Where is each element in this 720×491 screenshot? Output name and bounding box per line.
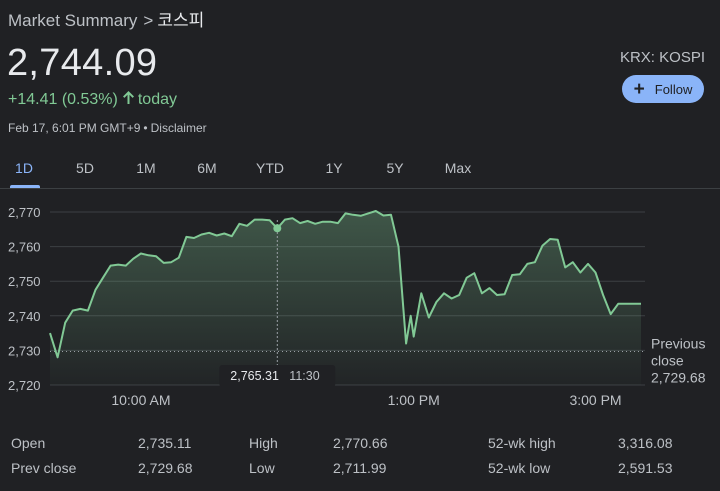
previous-close-value: 2,729.68	[651, 370, 706, 386]
stat-low-label: Low	[249, 460, 275, 476]
stat-prev-close-value: 2,729.68	[138, 460, 193, 476]
y-tick-label: 2,720	[8, 378, 41, 393]
breadcrumb-current: 코스피	[157, 11, 205, 31]
x-tick-label: 10:00 AM	[111, 392, 170, 408]
plus-icon: +	[633, 78, 645, 100]
stat-52wk-low-value: 2,591.53	[618, 460, 673, 476]
quote-timestamp: Feb 17, 6:01 PM GMT+9	[8, 121, 141, 135]
tab-5y[interactable]: 5Y	[386, 160, 404, 176]
tab-1y[interactable]: 1Y	[325, 160, 343, 176]
tab-ytd[interactable]: YTD	[256, 160, 284, 176]
price-change-value: +14.41 (0.53%)	[8, 91, 118, 108]
x-tick-label: 3:00 PM	[569, 392, 621, 408]
follow-label: Follow	[654, 81, 693, 97]
price-change: +14.41 (0.53%) today	[8, 91, 177, 109]
tab-1m[interactable]: 1M	[136, 160, 156, 176]
x-tick-label: 1:00 PM	[388, 392, 440, 408]
y-tick-label: 2,750	[8, 274, 41, 289]
tooltip-value: 2,765.31	[230, 369, 279, 383]
crosshair-dot	[273, 224, 282, 233]
breadcrumb: Market Summary > 코스피	[8, 6, 204, 31]
chart-tooltip	[219, 365, 336, 387]
exchange-ticker: KRX: KOSPI	[619, 49, 705, 66]
quote-meta: Feb 17, 6:01 PM GMT+9 • Disclaimer	[8, 121, 207, 135]
stat-open-label: Open	[11, 435, 46, 451]
meta-separator-dot: •	[143, 121, 148, 135]
stat-prev-close-label: Prev close	[11, 460, 77, 476]
active-tab-indicator	[10, 185, 40, 188]
stat-52wk-high-value: 3,316.08	[618, 435, 673, 451]
previous-close-label: Previous	[651, 336, 705, 352]
stat-high-label: High	[249, 435, 278, 451]
tab-max[interactable]: Max	[444, 160, 472, 176]
previous-close-label-line2: close	[651, 353, 684, 369]
breadcrumb-separator: >	[143, 11, 154, 30]
price-line	[49, 210, 641, 359]
change-period: today	[137, 91, 177, 108]
stat-open-value: 2,735.11	[138, 435, 192, 451]
arrow-up-icon	[122, 91, 134, 109]
disclaimer-link[interactable]: Disclaimer	[150, 121, 207, 135]
y-tick-label: 2,730	[8, 343, 41, 358]
tabs-divider	[0, 188, 720, 189]
y-tick-label: 2,770	[8, 205, 41, 220]
y-tick-label: 2,740	[8, 309, 41, 324]
stat-52wk-high-label: 52-wk high	[488, 435, 556, 451]
breadcrumb-market-summary[interactable]: Market Summary	[8, 11, 138, 30]
tab-1d[interactable]: 1D	[15, 160, 33, 176]
price-area-fill	[50, 211, 641, 385]
tab-5d[interactable]: 5D	[76, 160, 94, 176]
current-price: 2,744.09	[7, 42, 158, 84]
stat-high-value: 2,770.66	[333, 435, 388, 451]
follow-button[interactable]: + Follow	[622, 75, 704, 103]
range-tabs: 1D 5D 1M 6M YTD 1Y 5Y Max	[0, 160, 480, 188]
stat-low-value: 2,711.99	[333, 460, 387, 476]
y-tick-label: 2,760	[8, 240, 41, 255]
tooltip-time: 11:30	[289, 369, 319, 383]
tab-6m[interactable]: 6M	[197, 160, 217, 176]
stat-52wk-low-label: 52-wk low	[488, 460, 551, 476]
